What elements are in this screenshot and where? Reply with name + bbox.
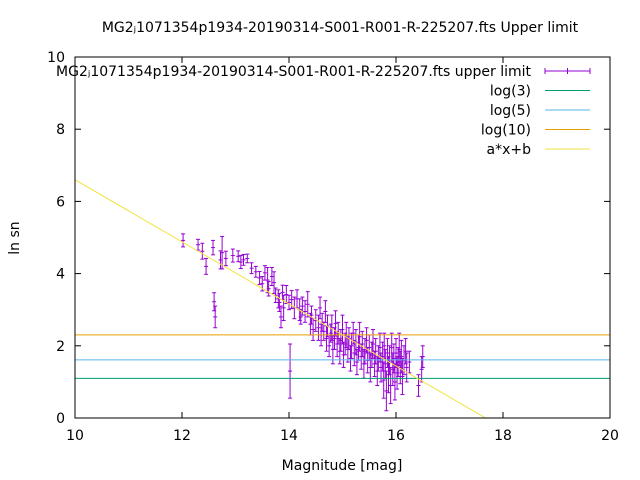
data-point [357, 321, 362, 352]
x-tick-label-5: 20 [601, 428, 619, 444]
data-point [318, 296, 323, 320]
axes: 10 12 14 16 18 20 0 2 4 6 8 10 [47, 50, 619, 444]
data-point [241, 253, 246, 266]
y-tick-label-2: 4 [56, 267, 65, 283]
chart-title: MG2ⱼ1071354p1934-20190314-S001-R001-R-22… [102, 20, 579, 36]
data-point [384, 370, 389, 412]
legend: MG2ⱼ1071354p1934-20190314-S001-R001-R-22… [56, 64, 591, 158]
y-tick-label-0: 0 [56, 411, 65, 427]
data-point [253, 265, 258, 278]
y-tick-label-4: 8 [56, 122, 65, 138]
data-point [305, 291, 310, 318]
x-axis-label: Magnitude [mag] [282, 458, 403, 474]
data-point [281, 294, 286, 322]
data-point [272, 271, 277, 294]
legend-entry-0: MG2ⱼ1071354p1934-20190314-S001-R001-R-22… [56, 64, 591, 80]
data-point [211, 239, 216, 256]
x-tick-label-3: 16 [387, 428, 405, 444]
legend-label: log(3) [490, 84, 531, 100]
data-point [196, 238, 201, 251]
data-point [220, 235, 225, 270]
data-point [236, 250, 241, 263]
data-point [381, 361, 386, 399]
data-point [404, 352, 409, 383]
fit-line [75, 179, 487, 418]
legend-entry-3: log(10) [481, 123, 590, 139]
legend-entry-4: a*x+b [487, 142, 590, 158]
data-point [316, 314, 321, 341]
y-tick-label-5: 10 [47, 50, 65, 66]
data-point [213, 305, 218, 329]
legend-label: MG2ⱼ1071354p1934-20190314-S001-R001-R-22… [56, 64, 531, 80]
data-point [238, 255, 243, 270]
data-point [276, 289, 281, 309]
legend-entry-2: log(5) [490, 103, 590, 119]
data-point [200, 242, 205, 260]
legend-entry-1: log(3) [490, 84, 590, 100]
data-point [311, 318, 316, 341]
legend-label: a*x+b [487, 142, 532, 158]
data-point [245, 253, 250, 264]
plot-frame [74, 56, 611, 419]
data-point [288, 343, 293, 399]
data-point [278, 305, 283, 329]
x-tick-label-0: 10 [66, 428, 84, 444]
data-point [204, 257, 209, 275]
y-axis-label: ln sn [7, 221, 23, 254]
data-point [266, 281, 271, 297]
y-tick-label-1: 2 [56, 339, 65, 355]
x-tick-label-2: 14 [280, 428, 298, 444]
data-point [230, 248, 235, 263]
x-tick-label-1: 12 [173, 428, 191, 444]
data-point [287, 294, 291, 311]
y-tick-label-3: 6 [56, 194, 65, 210]
data-point [407, 350, 412, 374]
data-point [360, 330, 365, 358]
data-point [284, 285, 289, 305]
data-point [354, 348, 359, 376]
legend-label: log(5) [490, 103, 531, 119]
data-point [332, 327, 337, 350]
data-point [181, 233, 186, 248]
data-point [323, 300, 328, 323]
data-point [257, 270, 262, 285]
data-point [303, 300, 308, 323]
legend-label: log(10) [481, 123, 531, 139]
plot-area [75, 179, 610, 418]
data-point [223, 250, 228, 267]
data-point [292, 296, 297, 320]
x-tick-label-4: 18 [494, 428, 512, 444]
data-point [420, 345, 425, 368]
data-point [249, 262, 254, 275]
data-point [269, 266, 274, 287]
